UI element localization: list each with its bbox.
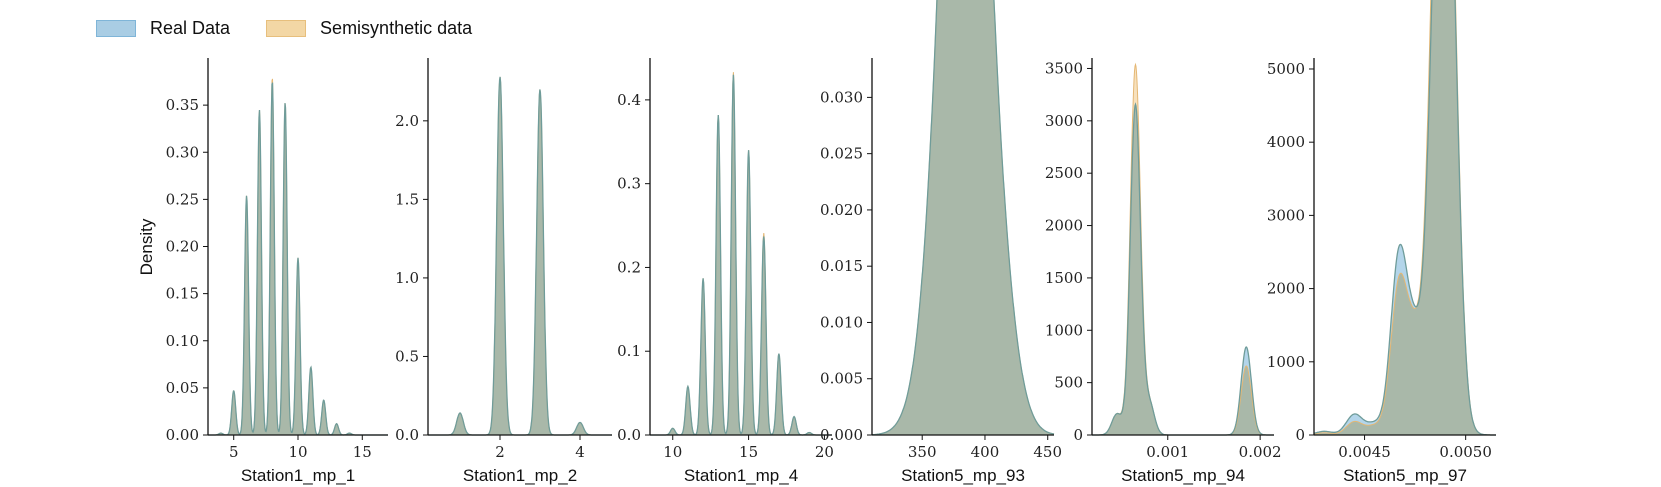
y-tick-label: 1.5 (395, 190, 419, 208)
y-tick-label: 0.2 (617, 258, 641, 276)
y-tick-label: 0.010 (820, 313, 863, 331)
panel-5: 0 500 1000 1500 2000 2500 3000 3500 0.001 0.002 St… (1045, 58, 1282, 485)
y-tick-label: 2.0 (395, 112, 419, 130)
y-tick-label: 0.5 (395, 347, 419, 365)
x-tick-label: 400 (971, 443, 1000, 461)
legend-item-semisynthetic: Semisynthetic data (266, 18, 472, 39)
y-tick-label: 0 (1295, 426, 1305, 444)
real-density-line (650, 74, 832, 436)
y-tick-label: 0.030 (820, 88, 863, 106)
y-tick-label: 0.1 (617, 342, 641, 360)
y-tick-label: 3000 (1267, 206, 1305, 224)
y-tick-label: 0.4 (617, 91, 641, 109)
y-tick-label: 0.35 (166, 96, 199, 114)
x-axis-label: Station1_mp_2 (463, 466, 577, 485)
semisynthetic-density-line (650, 72, 832, 436)
y-tick-label: 3000 (1045, 112, 1083, 130)
panel-3: 0.0 0.1 0.2 0.3 0.4 10 15 20 Station1_mp_4 (617, 58, 834, 485)
y-tick-label: 2000 (1045, 217, 1083, 235)
y-tick-label: 5000 (1267, 60, 1305, 78)
y-tick-label: 2000 (1267, 280, 1305, 298)
y-tick-label: 0 (1073, 426, 1083, 444)
x-tick-label: 0.001 (1146, 443, 1189, 461)
x-axis-label: Station5_mp_93 (901, 466, 1025, 485)
semisynthetic-density-line (428, 76, 612, 436)
x-tick-label: 15 (353, 443, 372, 461)
legend: Real Data Semisynthetic data (96, 18, 472, 39)
y-tick-label: 500 (1054, 374, 1083, 392)
x-axis-label: Station5_mp_97 (1343, 466, 1467, 485)
x-tick-label: 450 (1033, 443, 1062, 461)
y-tick-label: 0.25 (166, 190, 199, 208)
y-tick-label: 0.00 (166, 426, 199, 444)
panel-6: 0 1000 2000 3000 4000 5000 0.0045 0.0050 Station… (1267, 0, 1496, 485)
y-tick-label: 3500 (1045, 59, 1083, 77)
x-tick-label: 4 (575, 443, 585, 461)
y-tick-label: 0.0 (617, 426, 641, 444)
real-density-line (428, 76, 612, 436)
y-tick-label: 0.05 (166, 379, 199, 397)
legend-label-real: Real Data (150, 18, 231, 38)
panel-4: 0.000 0.005 0.010 0.015 0.020 0.025 0.030 350 40… (820, 0, 1062, 485)
y-tick-label: 0.0 (395, 426, 419, 444)
y-tick-label: 0.20 (166, 238, 199, 256)
real-density-line (872, 0, 1055, 436)
x-tick-label: 5 (229, 443, 239, 461)
x-tick-label: 0.0045 (1338, 443, 1391, 461)
y-tick-label: 0.15 (166, 285, 199, 303)
legend-swatch-real (96, 20, 136, 37)
overlap-density-area (650, 74, 832, 436)
y-tick-label: 1500 (1045, 269, 1083, 287)
y-tick-label: 2500 (1045, 164, 1083, 182)
real-density-area (650, 74, 832, 436)
semisynthetic-density-area (650, 72, 832, 435)
y-tick-label: 0.005 (820, 370, 863, 388)
real-density-line (1313, 0, 1496, 436)
overlap-density-area (428, 76, 612, 436)
x-axis-label: Station5_mp_94 (1121, 466, 1245, 485)
overlap-density-area (1092, 104, 1274, 436)
x-tick-label: 350 (908, 443, 937, 461)
x-tick-label: 10 (288, 443, 307, 461)
panel-2: 0.0 0.5 1.0 1.5 2.0 2 4 Station1_mp_2 (395, 58, 612, 485)
overlap-density-area (872, 0, 1054, 435)
legend-item-real: Real Data (96, 18, 230, 39)
x-axis-label: Station1_mp_1 (241, 466, 355, 485)
overlap-density-area (1314, 0, 1496, 435)
y-tick-label: 1.0 (395, 269, 419, 287)
x-axis-label: Station1_mp_4 (684, 466, 798, 485)
y-tick-label: 0.3 (617, 175, 641, 193)
y-tick-label: 1000 (1267, 353, 1305, 371)
real-density-area (428, 76, 612, 436)
x-tick-label: 0.002 (1239, 443, 1282, 461)
y-tick-label: 0.30 (166, 143, 199, 161)
x-tick-label: 10 (663, 443, 682, 461)
x-tick-label: 20 (815, 443, 834, 461)
panel-1: 0.00 0.05 0.10 0.15 0.20 0.25 0.30 0.35 5 10 15 Sta… (137, 58, 388, 485)
x-tick-label: 15 (739, 443, 758, 461)
x-tick-label: 0.0050 (1439, 443, 1492, 461)
y-tick-label: 0.015 (820, 257, 863, 275)
y-tick-label: 0.000 (820, 426, 863, 444)
y-tick-label: 0.10 (166, 332, 199, 350)
y-tick-label: 0.025 (820, 145, 863, 163)
legend-swatch-semisynthetic (266, 20, 307, 37)
legend-label-semisynthetic: Semisynthetic data (320, 18, 473, 38)
y-tick-label: 4000 (1267, 133, 1305, 151)
y-tick-label: 0.020 (820, 201, 863, 219)
semisynthetic-density-area (428, 76, 612, 436)
x-tick-label: 2 (495, 443, 505, 461)
y-axis-label: Density (137, 218, 156, 275)
y-tick-label: 1000 (1045, 321, 1083, 339)
